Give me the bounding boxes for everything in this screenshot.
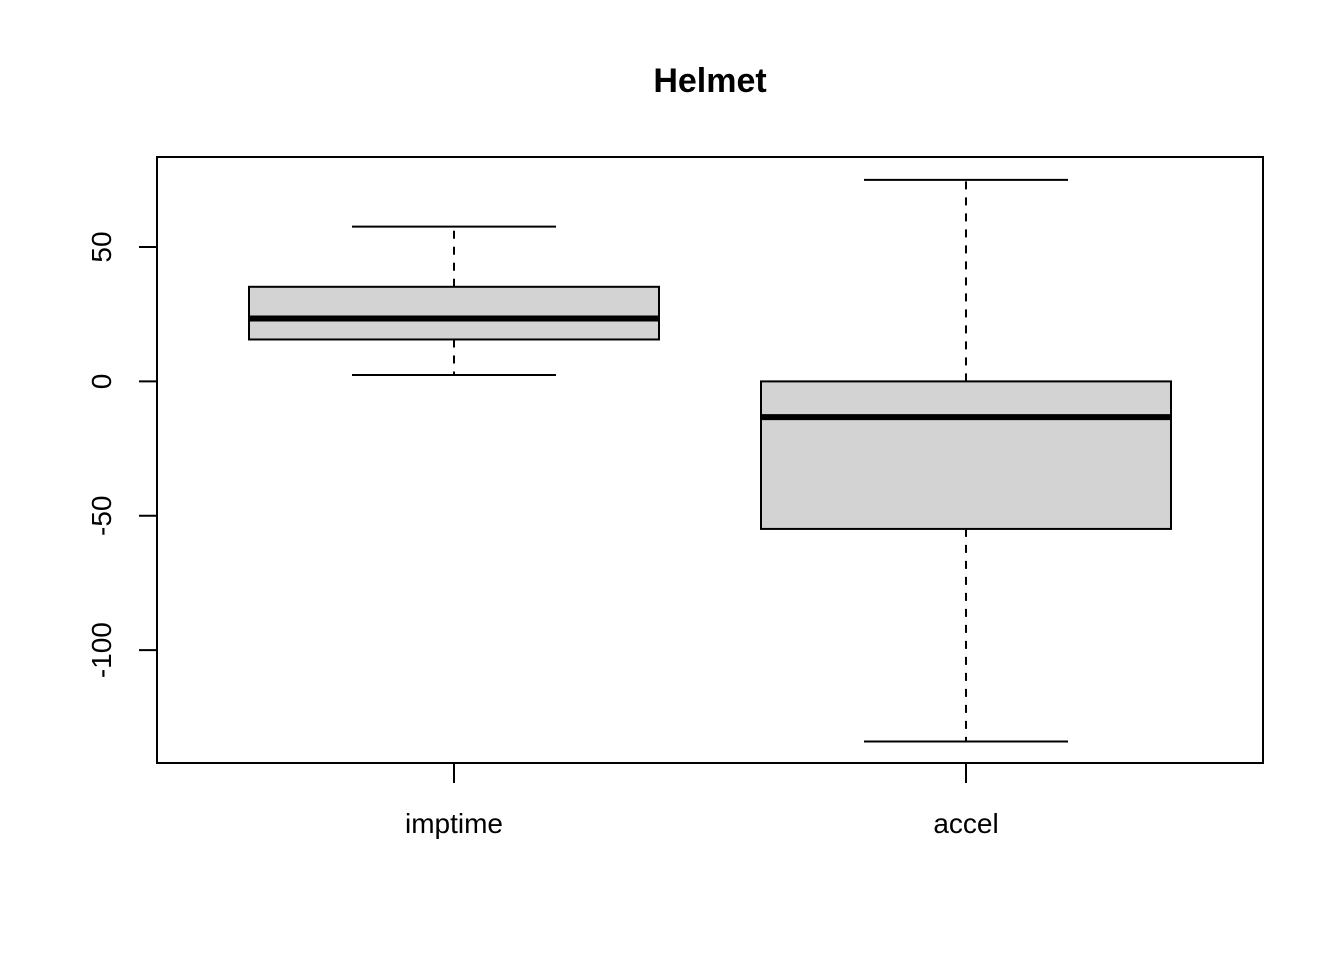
box-imptime <box>248 225 660 376</box>
y-tick-label: 0 <box>86 374 117 390</box>
y-tick-label: -100 <box>86 622 117 678</box>
y-axis: -100 -50 0 50 <box>86 231 158 678</box>
iqr-box <box>248 285 660 341</box>
x-tick-label: accel <box>933 808 998 839</box>
y-tick-label: -50 <box>86 496 117 536</box>
x-axis: imptime accel <box>405 763 999 839</box>
x-tick-label: imptime <box>405 808 503 839</box>
box-accel <box>760 178 1172 743</box>
y-tick-label: 50 <box>86 231 117 262</box>
iqr-box <box>760 380 1172 530</box>
chart-title: Helmet <box>653 62 766 100</box>
boxes <box>248 178 1172 743</box>
